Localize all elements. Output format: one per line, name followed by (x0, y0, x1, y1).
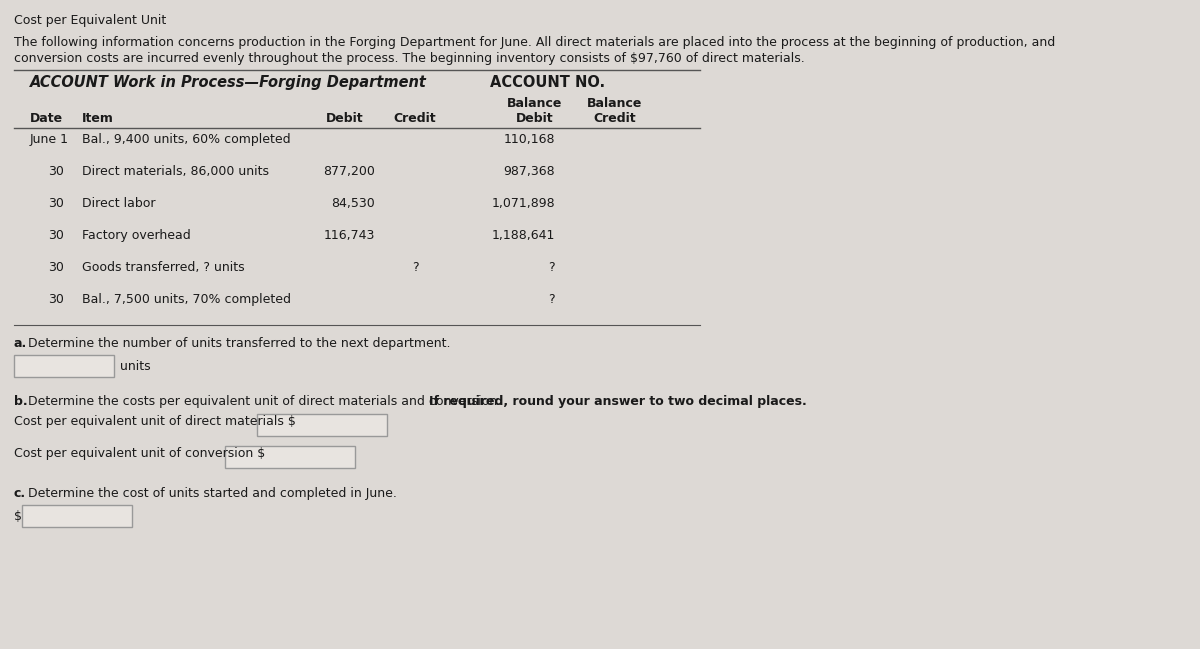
Text: Debit: Debit (516, 112, 554, 125)
Text: Debit: Debit (326, 112, 364, 125)
Text: Date: Date (30, 112, 64, 125)
Text: If required, round your answer to two decimal places.: If required, round your answer to two de… (430, 395, 808, 408)
Text: 987,368: 987,368 (503, 165, 554, 178)
Text: Goods transferred, ? units: Goods transferred, ? units (82, 261, 245, 274)
Text: Item: Item (82, 112, 114, 125)
FancyBboxPatch shape (22, 505, 132, 527)
Text: Bal., 7,500 units, 70% completed: Bal., 7,500 units, 70% completed (82, 293, 292, 306)
Text: The following information concerns production in the Forging Department for June: The following information concerns produ… (14, 36, 1055, 49)
Text: Cost per equivalent unit of direct materials $: Cost per equivalent unit of direct mater… (14, 415, 296, 428)
Text: 84,530: 84,530 (331, 197, 374, 210)
Text: 110,168: 110,168 (504, 133, 554, 146)
Text: Determine the number of units transferred to the next department.: Determine the number of units transferre… (28, 337, 450, 350)
FancyBboxPatch shape (257, 414, 386, 436)
Text: $: $ (14, 509, 22, 522)
FancyBboxPatch shape (226, 446, 355, 468)
Text: Balance: Balance (508, 97, 563, 110)
Text: Determine the cost of units started and completed in June.: Determine the cost of units started and … (28, 487, 397, 500)
Text: 30: 30 (48, 293, 64, 306)
Text: 30: 30 (48, 165, 64, 178)
Text: Credit: Credit (594, 112, 636, 125)
Text: Credit: Credit (394, 112, 437, 125)
Text: Factory overhead: Factory overhead (82, 229, 191, 242)
Text: 30: 30 (48, 229, 64, 242)
FancyBboxPatch shape (14, 355, 114, 377)
Text: Cost per Equivalent Unit: Cost per Equivalent Unit (14, 14, 167, 27)
Text: c.: c. (14, 487, 26, 500)
Text: ACCOUNT NO.: ACCOUNT NO. (490, 75, 605, 90)
Text: Direct materials, 86,000 units: Direct materials, 86,000 units (82, 165, 269, 178)
Text: 1,071,898: 1,071,898 (491, 197, 554, 210)
Text: a.: a. (14, 337, 28, 350)
Text: 877,200: 877,200 (323, 165, 374, 178)
Text: Bal., 9,400 units, 60% completed: Bal., 9,400 units, 60% completed (82, 133, 290, 146)
Text: Direct labor: Direct labor (82, 197, 156, 210)
Text: b.: b. (14, 395, 28, 408)
Text: 30: 30 (48, 261, 64, 274)
Text: June 1: June 1 (30, 133, 70, 146)
Text: 30: 30 (48, 197, 64, 210)
Text: ACCOUNT Work in Process—Forging Department: ACCOUNT Work in Process—Forging Departme… (30, 75, 427, 90)
Text: Determine the costs per equivalent unit of direct materials and conversion.: Determine the costs per equivalent unit … (28, 395, 505, 408)
Text: conversion costs are incurred evenly throughout the process. The beginning inven: conversion costs are incurred evenly thr… (14, 52, 805, 65)
Text: ?: ? (548, 293, 554, 306)
Text: 116,743: 116,743 (324, 229, 374, 242)
Text: ?: ? (412, 261, 419, 274)
Text: Balance: Balance (587, 97, 643, 110)
Text: units: units (120, 360, 151, 373)
Text: 1,188,641: 1,188,641 (492, 229, 554, 242)
Text: ?: ? (548, 261, 554, 274)
Text: Cost per equivalent unit of conversion $: Cost per equivalent unit of conversion $ (14, 447, 265, 460)
